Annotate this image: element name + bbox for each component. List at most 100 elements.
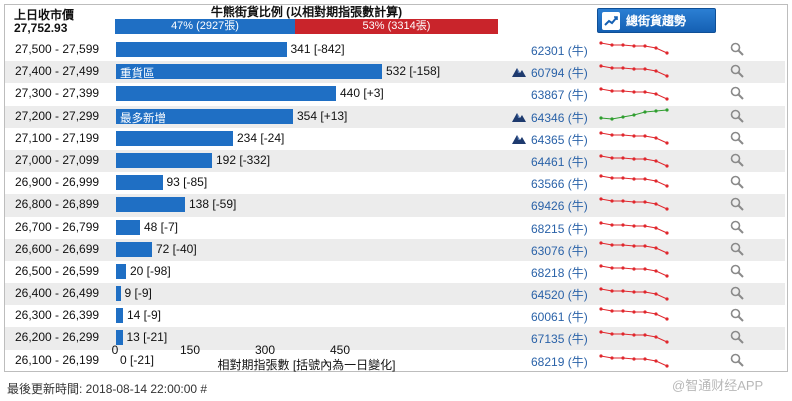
warrant-code-link[interactable]: 68218 (牛) (531, 265, 588, 280)
volume-bar (116, 286, 121, 302)
trend-sparkline (599, 220, 669, 235)
volume-value: 13 [-21] (126, 330, 168, 345)
volume-bar (116, 241, 152, 257)
warrant-code-link[interactable]: 68215 (牛) (531, 221, 588, 236)
warrant-code-link[interactable]: 64365 (牛) (531, 132, 588, 147)
volume-bar (116, 330, 123, 346)
warrant-code-link[interactable]: 60794 (牛) (531, 66, 588, 81)
trend-sparkline (599, 87, 669, 101)
total-trend-button[interactable]: 總街貨趨勢 (597, 8, 716, 33)
trend-sparkline (599, 287, 669, 301)
watermark: @智通财经APP (672, 378, 764, 393)
warrant-code-link[interactable]: 62301 (牛) (531, 44, 588, 58)
volume-bar (116, 130, 233, 146)
volume-value: 93 [-85] (166, 175, 208, 190)
warrant-code-link[interactable]: 64346 (牛) (531, 110, 588, 125)
last-updated: 最後更新時間: 2018-08-14 22:00:00 # (7, 382, 208, 396)
volume-bar (116, 152, 212, 168)
strike-range: 27,400 - 27,499 (15, 64, 100, 79)
strike-range: 26,800 - 26,899 (15, 197, 100, 212)
trend-chart-icon (602, 11, 620, 30)
table-row: 27,300 - 27,399 440 [+3] 63867 (牛) (5, 83, 785, 105)
strike-range: 26,400 - 26,499 (15, 286, 100, 301)
table-row: 26,200 - 26,299 13 [-21] 67135 (牛) (5, 327, 785, 350)
bear-ratio-segment: 53% (3314張) (295, 19, 498, 34)
bull-ratio-segment: 47% (2927張) (115, 19, 295, 34)
volume-bar (116, 263, 126, 279)
search-icon[interactable] (730, 353, 744, 367)
search-icon[interactable] (730, 220, 744, 234)
search-icon[interactable] (730, 64, 744, 78)
strike-range: 27,000 - 27,099 (15, 152, 100, 167)
trend-sparkline (599, 264, 669, 278)
warrant-code-link[interactable]: 63566 (牛) (531, 177, 588, 192)
trend-sparkline (599, 330, 669, 345)
search-icon[interactable] (730, 109, 744, 123)
warrant-code-link[interactable]: 68219 (牛) (531, 354, 588, 369)
strike-range: 26,700 - 26,799 (15, 219, 100, 234)
trend-sparkline (599, 131, 669, 145)
table-row: 26,400 - 26,499 9 [-9] 64520 (牛) (5, 283, 785, 306)
x-axis: 0 150 300 450 (111, 343, 515, 357)
search-icon[interactable] (730, 330, 744, 345)
search-icon[interactable] (730, 175, 744, 189)
bull-bear-flag-icon (512, 112, 526, 122)
trend-sparkline (599, 41, 669, 55)
warrant-code-link[interactable]: 69426 (牛) (531, 199, 588, 214)
volume-value: 234 [-24] (237, 130, 285, 145)
warrant-code-link[interactable]: 63867 (牛) (531, 88, 588, 103)
volume-value: 72 [-40] (156, 241, 197, 256)
strike-range: 26,200 - 26,299 (15, 330, 100, 345)
table-row: 27,400 - 27,499 重貨區 532 [-158] 60794 (牛) (5, 61, 785, 84)
volume-value: 20 [-98] (130, 263, 171, 278)
strike-range: 27,500 - 27,599 (15, 42, 100, 56)
table-row: 26,800 - 26,899 138 [-59] 69426 (牛) (5, 194, 785, 217)
table-row: 26,900 - 26,999 93 [-85] 63566 (牛) (5, 172, 785, 194)
search-icon[interactable] (730, 308, 744, 322)
volume-value: 341 [-842] (290, 42, 345, 56)
bar-label: 重貨區 (120, 68, 155, 81)
trend-sparkline (599, 154, 669, 168)
search-icon[interactable] (730, 197, 744, 212)
warrant-code-link[interactable]: 60061 (牛) (531, 310, 588, 325)
trend-sparkline (599, 107, 669, 121)
strike-range: 26,100 - 26,199 (15, 352, 100, 367)
volume-bar: 最多新增 (116, 108, 293, 125)
volume-value: 138 [-59] (189, 197, 237, 212)
table-row: 27,200 - 27,299 最多新增 354 [+13] 64346 (牛) (5, 105, 785, 128)
bar-label: 最多新增 (120, 112, 166, 125)
volume-value: 14 [-9] (127, 308, 162, 323)
table-row: 27,500 - 27,599 341 [-842] 62301 (牛) (5, 39, 785, 61)
search-icon[interactable] (730, 131, 744, 145)
ratio-title: 牛熊街貨比例 (以相對期指張數計算) (210, 5, 403, 19)
trend-sparkline (599, 174, 669, 188)
bull-bear-flag-icon (512, 134, 526, 144)
search-icon[interactable] (730, 86, 744, 101)
volume-bar (116, 86, 336, 102)
bull-bear-flag-icon (512, 68, 526, 78)
strike-range: 26,500 - 26,599 (15, 263, 100, 278)
volume-value: 192 [-332] (216, 152, 271, 167)
trend-sparkline (599, 64, 669, 78)
search-icon[interactable] (730, 286, 744, 300)
table-row: 26,700 - 26,799 48 [-7] 68215 (牛) (5, 217, 785, 239)
search-icon[interactable] (730, 42, 744, 56)
prev-close-label: 上日收市價 (14, 8, 75, 22)
table-row: 27,000 - 27,099 192 [-332] 64461 (牛) (5, 149, 785, 173)
trend-sparkline (599, 197, 669, 211)
search-icon[interactable] (730, 153, 744, 167)
warrant-code-link[interactable]: 64520 (牛) (531, 288, 588, 303)
warrant-code-link[interactable]: 64461 (牛) (531, 154, 588, 169)
table-row: 26,300 - 26,399 14 [-9] 60061 (牛) (5, 305, 785, 327)
warrant-code-link[interactable]: 63076 (牛) (531, 243, 588, 258)
volume-value: 0 [-21] (120, 352, 155, 367)
total-trend-label: 總街貨趨勢 (626, 14, 687, 28)
trend-sparkline (599, 307, 669, 321)
volume-bar: 重貨區 (116, 64, 382, 81)
search-icon[interactable] (730, 264, 744, 278)
search-icon[interactable] (730, 242, 744, 256)
warrant-code-link[interactable]: 67135 (牛) (531, 332, 588, 347)
volume-value: 440 [+3] (340, 86, 384, 101)
x-axis-tick: 0 (111, 343, 119, 357)
volume-bar (116, 197, 185, 213)
